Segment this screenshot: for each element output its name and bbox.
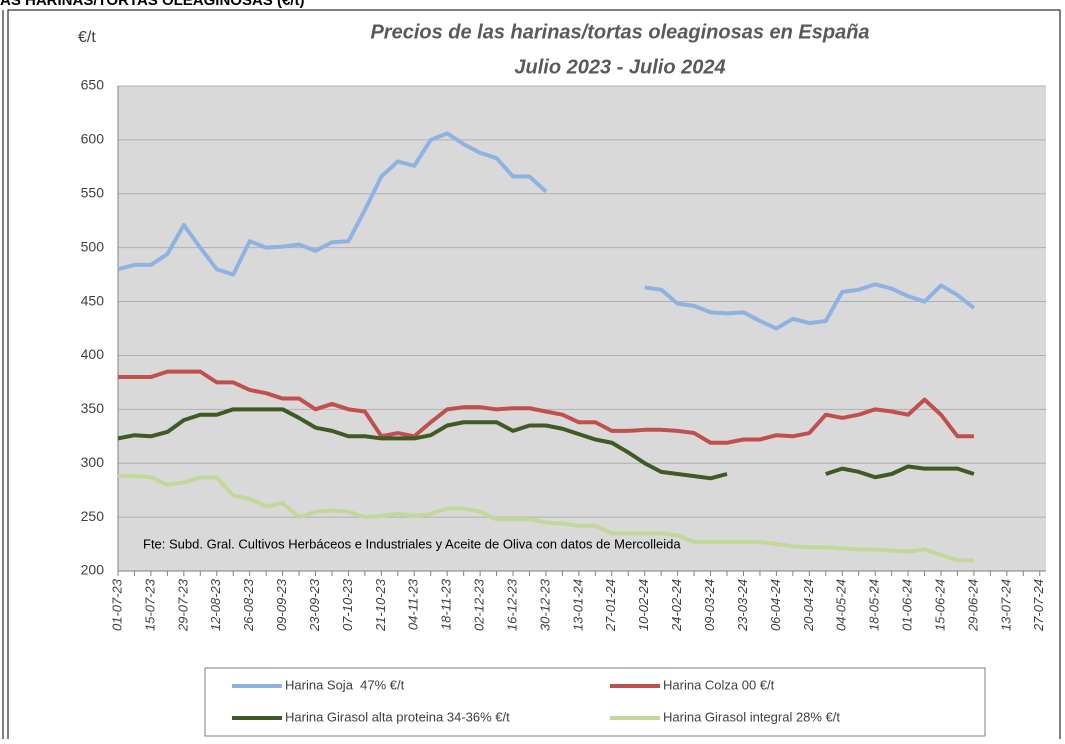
x-tick-label: 30-12-23 [537, 578, 552, 631]
legend-label: Harina Colza 00 €/t [663, 677, 775, 692]
y-tick-label: 300 [81, 454, 105, 470]
x-tick-label: 09-09-23 [274, 578, 289, 631]
x-tick-label: 23-03-24 [735, 579, 750, 632]
plot-area [118, 86, 1046, 571]
x-tick-label: 04-11-23 [406, 578, 421, 630]
x-tick-label: 26-08-23 [241, 578, 256, 632]
x-tick-label: 01-06-24 [900, 579, 915, 631]
series-line [117, 407, 975, 481]
x-tick-label: 29-06-24 [965, 579, 980, 632]
x-tick-label: 07-10-23 [340, 578, 355, 631]
x-tick-label: 13-07-24 [998, 579, 1013, 631]
x-tick-label: 24-02-24 [669, 579, 684, 632]
y-tick-label: 450 [81, 292, 105, 308]
x-tick-label: 20-04-24 [801, 579, 816, 632]
series-line [117, 131, 976, 331]
y-tick-label: 400 [81, 346, 105, 362]
y-axis-label: €/t [78, 29, 96, 46]
y-tick-label: 650 [81, 77, 105, 93]
series-line [118, 369, 974, 445]
chart-subtitle: Julio 2023 - Julio 2024 [514, 56, 725, 78]
x-tick-label: 01-07-23 [109, 578, 124, 631]
x-tick-label: 04-05-24 [834, 579, 849, 631]
legend-label: Harina Girasol alta proteina 34-36% €/t [285, 709, 510, 724]
x-tick-label: 09-03-24 [702, 579, 717, 631]
x-tick-label: 13-01-24 [570, 579, 585, 631]
x-tick-label: 10-02-24 [636, 579, 651, 631]
x-tick-label: 29-07-23 [175, 578, 190, 632]
y-tick-label: 200 [81, 562, 105, 578]
x-tick-label: 15-07-23 [142, 578, 157, 631]
y-tick-label: 350 [81, 400, 105, 416]
y-tick-label: 250 [81, 508, 105, 524]
x-tick-label: 27-01-24 [603, 579, 618, 632]
legend-label: Harina Girasol integral 28% €/t [663, 709, 840, 724]
header: AS HARINAS/TORTAS OLEAGINOSAS (€/t) [0, 0, 304, 9]
frame [7, 9, 1061, 744]
x-tick-label: 18-11-23 [439, 578, 454, 630]
legend-label: Harina Soja 47% €/t [285, 677, 405, 692]
x-tick-label: 27-07-24 [1031, 579, 1046, 632]
y-tick-label: 550 [81, 184, 105, 200]
x-tick-label: 16-12-23 [504, 578, 519, 631]
x-tick-label: 06-04-24 [768, 579, 783, 631]
chart-title: Precios de las harinas/tortas oleaginosa… [370, 21, 869, 43]
series-line [118, 474, 974, 563]
x-tick-label: 18-05-24 [867, 579, 882, 631]
y-tick-label: 500 [81, 238, 105, 254]
legend [204, 667, 986, 737]
annotation: Fte: Subd. Gral. Cultivos Herbáceos e In… [143, 536, 681, 551]
x-tick-label: 23-09-23 [307, 578, 322, 632]
y-tick-label: 600 [81, 131, 105, 147]
x-tick-label: 12-08-23 [208, 578, 223, 631]
x-tick-label: 15-06-24 [932, 579, 947, 631]
x-tick-label: 02-12-23 [472, 578, 487, 631]
x-tick-label: 21-10-23 [373, 578, 388, 632]
